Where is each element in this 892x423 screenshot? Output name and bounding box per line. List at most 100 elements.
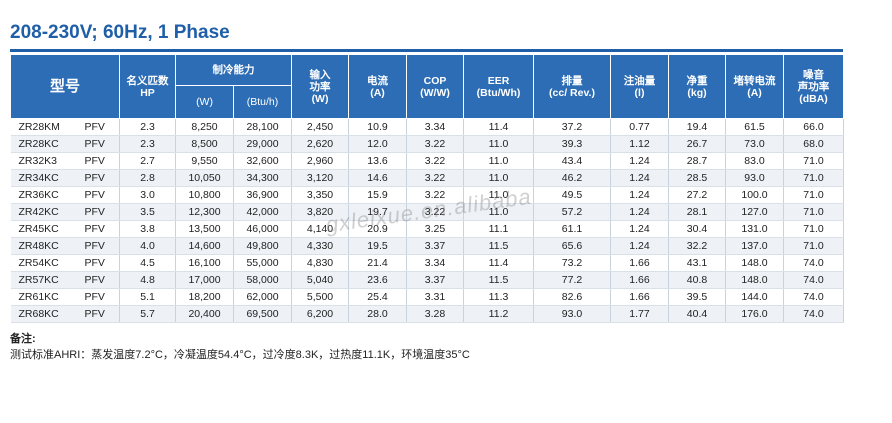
table-cell: 1.66 — [610, 288, 670, 306]
table-row: ZR32K3 PFV 2.7 9,550 32,600 2,960 13.6 3.22 11.0… — [10, 152, 845, 170]
header-noise: 噪音 声功率 (dBA) — [783, 54, 845, 119]
table-cell: 4,140 — [291, 220, 350, 238]
table-row: ZR28KM PFV 2.3 8,250 28,100 2,450 10.9 3.34 11.4… — [10, 118, 845, 136]
cell-model: ZR28KM — [10, 118, 83, 136]
table-cell: 1.24 — [610, 237, 670, 255]
table-cell: 3.37 — [406, 271, 465, 289]
table-cell: 39.3 — [533, 135, 612, 153]
table-cell: 1.66 — [610, 254, 670, 272]
table-cell: 11.5 — [463, 237, 535, 255]
title-rule — [10, 49, 843, 52]
table-cell: 74.0 — [783, 305, 845, 323]
spec-table-body: ZR28KM PFV 2.3 8,250 28,100 2,450 10.9 3.34 11.4… — [10, 118, 845, 323]
table-cell: 71.0 — [783, 169, 845, 187]
cell-type: PFV — [82, 118, 121, 136]
table-cell: 1.66 — [610, 271, 670, 289]
header-weight: 净重 (kg) — [668, 54, 727, 119]
cell-type: PFV — [82, 237, 121, 255]
table-cell: 3.28 — [406, 305, 465, 323]
table-cell: 5,500 — [291, 288, 350, 306]
table-cell: 71.0 — [783, 152, 845, 170]
cell-type: PFV — [82, 288, 121, 306]
table-cell: 19.5 — [348, 237, 408, 255]
table-cell: 62,000 — [233, 288, 293, 306]
table-cell: 11.0 — [463, 169, 535, 187]
table-cell: 71.0 — [783, 220, 845, 238]
table-cell: 144.0 — [725, 288, 785, 306]
cell-model: ZR32K3 — [10, 152, 83, 170]
table-cell: 28.1 — [668, 203, 727, 221]
table-cell: 46.2 — [533, 169, 612, 187]
table-cell: 10,050 — [175, 169, 235, 187]
table-cell: 93.0 — [533, 305, 612, 323]
table-cell: 3.22 — [406, 135, 465, 153]
table-cell: 3.22 — [406, 152, 465, 170]
table-cell: 8,500 — [175, 135, 235, 153]
table-cell: 8,250 — [175, 118, 235, 136]
table-cell: 5.7 — [119, 305, 177, 323]
header-eer: EER (Btu/Wh) — [463, 54, 535, 119]
header-lra: 堵转电流 (A) — [725, 54, 785, 119]
table-cell: 20,400 — [175, 305, 235, 323]
table-cell: 66.0 — [783, 118, 845, 136]
table-cell: 19.4 — [668, 118, 727, 136]
table-cell: 28.5 — [668, 169, 727, 187]
table-cell: 20.9 — [348, 220, 408, 238]
table-cell: 2,620 — [291, 135, 350, 153]
table-cell: 37.2 — [533, 118, 612, 136]
table-cell: 100.0 — [725, 186, 785, 204]
header-capacity-w: (W) — [175, 85, 235, 119]
table-cell: 5,040 — [291, 271, 350, 289]
header-model: 型号 — [9, 54, 121, 119]
table-cell: 3.0 — [119, 186, 177, 204]
cell-model: ZR68KC — [10, 305, 83, 323]
table-cell: 17,000 — [175, 271, 235, 289]
header-cop: COP (W/W) — [406, 54, 465, 119]
table-cell: 12,300 — [175, 203, 235, 221]
table-cell: 1.24 — [610, 203, 670, 221]
table-cell: 3.25 — [406, 220, 465, 238]
table-cell: 4,830 — [291, 254, 350, 272]
table-cell: 30.4 — [668, 220, 727, 238]
table-cell: 65.6 — [533, 237, 612, 255]
table-cell: 3.37 — [406, 237, 465, 255]
table-cell: 11.0 — [463, 152, 535, 170]
header-current: 电流 (A) — [348, 54, 408, 119]
table-cell: 3,350 — [291, 186, 350, 204]
table-cell: 28.0 — [348, 305, 408, 323]
header-input: 输入 功率 (W) — [291, 54, 350, 119]
table-cell: 1.24 — [610, 186, 670, 204]
table-cell: 40.4 — [668, 305, 727, 323]
cell-model: ZR61KC — [10, 288, 83, 306]
table-cell: 77.2 — [533, 271, 612, 289]
table-cell: 176.0 — [725, 305, 785, 323]
table-row: ZR42KC PFV 3.5 12,300 42,000 3,820 19.7 3.22 11.… — [10, 203, 845, 221]
table-cell: 43.4 — [533, 152, 612, 170]
cell-model: ZR45KC — [10, 220, 83, 238]
cell-model: ZR34KC — [10, 169, 83, 187]
page-title: 208-230V; 60Hz, 1 Phase — [10, 22, 230, 43]
table-cell: 2,450 — [291, 118, 350, 136]
table-cell: 74.0 — [783, 288, 845, 306]
cell-type: PFV — [82, 169, 121, 187]
table-cell: 55,000 — [233, 254, 293, 272]
table-cell: 4.0 — [119, 237, 177, 255]
table-cell: 61.5 — [725, 118, 785, 136]
table-cell: 4,330 — [291, 237, 350, 255]
table-cell: 23.6 — [348, 271, 408, 289]
table-row: ZR34KC PFV 2.8 10,050 34,300 3,120 14.6 3.22 11.… — [10, 169, 845, 187]
cell-model: ZR48KC — [10, 237, 83, 255]
cell-type: PFV — [82, 203, 121, 221]
table-row: ZR36KC PFV 3.0 10,800 36,900 3,350 15.9 3.22 11.… — [10, 186, 845, 204]
table-cell: 11.0 — [463, 186, 535, 204]
spec-table: 型号 名义匹数 HP 制冷能力 输入 功率 (W) 电流 (A) COP (W/W) EE… — [9, 54, 845, 323]
table-cell: 3.22 — [406, 203, 465, 221]
table-cell: 1.12 — [610, 135, 670, 153]
table-cell: 2.3 — [119, 135, 177, 153]
table-cell: 16,100 — [175, 254, 235, 272]
table-cell: 9,550 — [175, 152, 235, 170]
table-cell: 28,100 — [233, 118, 293, 136]
cell-type: PFV — [82, 220, 121, 238]
header-hp: 名义匹数 HP — [119, 54, 177, 119]
table-cell: 1.77 — [610, 305, 670, 323]
